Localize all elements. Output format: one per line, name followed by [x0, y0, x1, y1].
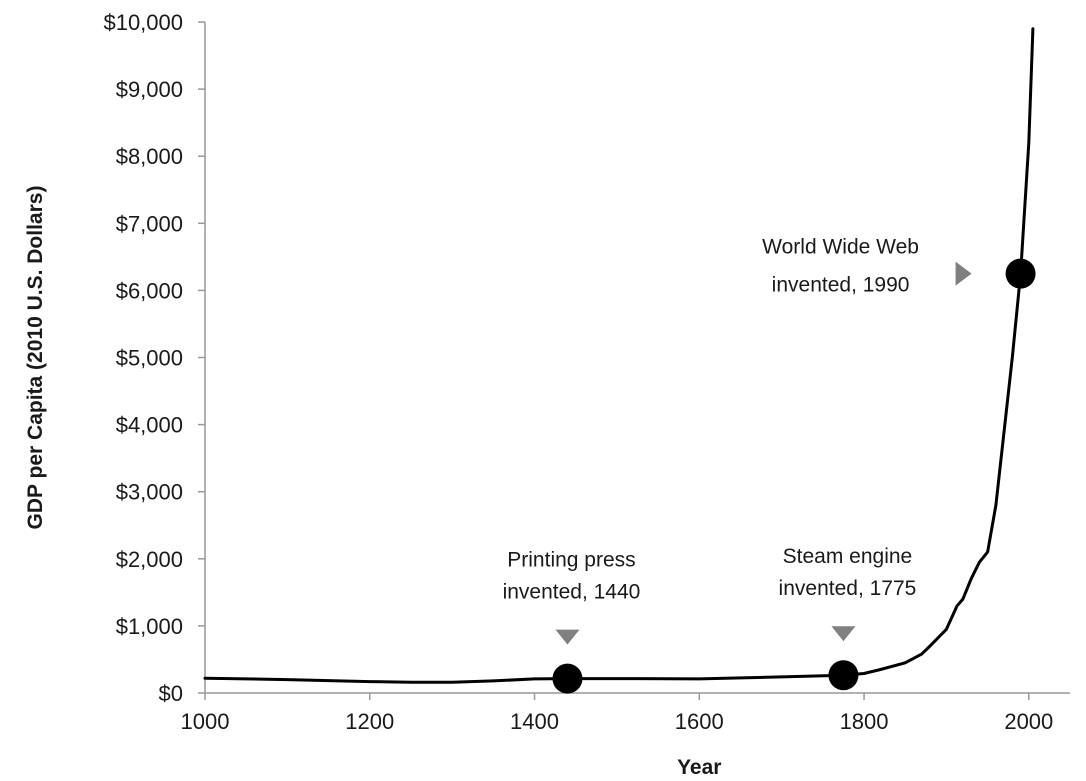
y-tick-label: $9,000 — [116, 77, 183, 102]
gdp-series-line — [203, 27, 1035, 684]
annotation-label-line2: invented, 1990 — [772, 274, 910, 297]
y-axis-title: GDP per Capita (2010 U.S. Dollars) — [24, 186, 47, 530]
x-axis-ticks: 1000 1200 1400 1600 1800 2000 — [181, 693, 1053, 734]
y-tick-label: $10,000 — [103, 10, 183, 35]
y-tick-label: $5,000 — [116, 346, 183, 371]
y-tick-label: $8,000 — [116, 144, 183, 169]
annotation-label-line2: invented, 1440 — [503, 581, 641, 604]
y-axis-ticks: $0 $1,000 $2,000 $3,000 $4,000 $5,000 $6,000 $7… — [103, 10, 205, 706]
event-marker — [552, 663, 583, 694]
down-arrow-icon — [831, 626, 856, 642]
series-layer — [203, 27, 1035, 684]
annotation-label-line2: invented, 1775 — [779, 577, 917, 600]
event-marker — [1005, 258, 1036, 289]
annotation-layer: Printing press invented, 1440 Steam engine… — [503, 236, 1036, 694]
y-tick-label: $4,000 — [116, 413, 183, 438]
x-tick-label: 1200 — [345, 709, 394, 734]
y-tick-label: $2,000 — [116, 547, 183, 572]
y-tick-label: $3,000 — [116, 480, 183, 505]
down-arrow-icon — [555, 629, 580, 645]
annotation-label-line1: World Wide Web — [762, 236, 919, 259]
x-tick-label: 2000 — [1004, 709, 1053, 734]
x-tick-label: 1400 — [510, 709, 559, 734]
y-tick-label: $1,000 — [116, 614, 183, 639]
event-marker — [828, 660, 859, 691]
annotation-label-line1: Steam engine — [783, 545, 913, 568]
x-tick-label: 1000 — [181, 709, 230, 734]
plot-area: 1000 1200 1400 1600 1800 2000 $0$1,000$2,000$… — [103, 10, 1070, 734]
x-tick-label: 1800 — [840, 709, 889, 734]
x-tick-label: 1600 — [675, 709, 724, 734]
y-tick-label: $6,000 — [116, 278, 183, 303]
annotation-label-line1: Printing press — [507, 549, 635, 572]
right-arrow-icon — [955, 261, 972, 286]
x-axis-title: Year — [677, 756, 721, 779]
y-tick-label: $7,000 — [116, 211, 183, 236]
y-tick-label: $0 — [159, 681, 183, 706]
